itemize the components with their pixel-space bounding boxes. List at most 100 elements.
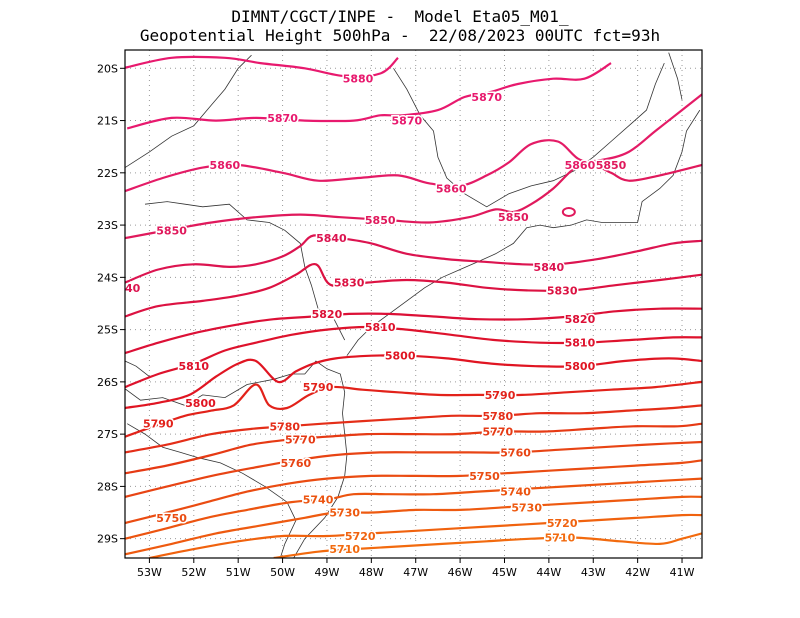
map-title-line-2: Geopotential Height 500hPa - 22/08/2023 …: [139, 26, 661, 45]
lon-tick-label: 45W: [492, 566, 517, 579]
contour-line-5810: [125, 325, 702, 389]
lon-tick-label: 44W: [536, 566, 561, 579]
contour-label: 5740: [303, 493, 334, 506]
contour-label: 5870: [471, 91, 502, 104]
contour-label: 5850: [498, 211, 529, 224]
contour-line-5770: [125, 422, 702, 475]
lon-tick-label: 47W: [403, 566, 428, 579]
contour-label: 5830: [547, 284, 578, 297]
contour-label: 5800: [385, 350, 416, 363]
lat-tick-label: 20S: [97, 62, 118, 75]
contour-label: 5730: [329, 507, 360, 520]
lon-tick-label: 43W: [581, 566, 606, 579]
coastline: [125, 54, 252, 168]
contour-label: 5850: [365, 214, 396, 227]
lon-tick-label: 53W: [137, 566, 162, 579]
contour-label: 5790: [143, 418, 174, 431]
contour-line-5840: [125, 234, 702, 284]
contour-label: 5770: [483, 426, 514, 439]
contour-label: 5810: [565, 337, 596, 350]
lat-tick-label: 29S: [97, 533, 118, 546]
contour-label: 5860: [210, 159, 241, 172]
lat-tick-label: 21S: [97, 115, 118, 128]
coastline: [346, 109, 701, 356]
contour-line-5830: [125, 262, 702, 318]
lat-tick-label: 28S: [97, 480, 118, 493]
lon-tick-label: 49W: [315, 566, 340, 579]
contour-label: 5850: [156, 224, 187, 237]
contour-label: 5840: [316, 232, 347, 245]
contour-line-5860: [125, 93, 702, 193]
contour-label: 5850: [596, 159, 627, 172]
lat-tick-label: 22S: [97, 167, 118, 180]
lon-tick-label: 48W: [359, 566, 384, 579]
coastline: [125, 360, 348, 558]
contour-label: 5750: [469, 470, 500, 483]
lon-tick-label: 42W: [625, 566, 650, 579]
contour-label: 5790: [303, 381, 334, 394]
lon-tick-label: 41W: [670, 566, 695, 579]
contour-label: 5730: [511, 501, 542, 514]
lat-tick-label: 25S: [97, 324, 118, 337]
contour-label: 5830: [334, 277, 365, 290]
contour-line-5800: [125, 354, 702, 410]
contour-label: 5710: [545, 532, 576, 545]
contour-label: 5800: [565, 360, 596, 373]
contour-label: 5840: [534, 261, 565, 274]
contour-label: 5790: [485, 389, 516, 402]
map-frame: [124, 49, 703, 559]
contour-label: 5860: [565, 159, 596, 172]
contour-line-5790: [125, 380, 702, 438]
coastline: [393, 62, 665, 208]
contour-label: 5870: [392, 115, 423, 128]
coastline: [125, 360, 150, 377]
contour-line-5730: [125, 495, 702, 556]
height-contours: [125, 55, 702, 558]
contour-label: 5880: [343, 73, 374, 86]
contour-label: 5720: [547, 517, 578, 530]
lat-lon-grid: [125, 50, 702, 558]
axis-ticks: 53W 52W 51W 50W 49W 48W 47W 46W 45W 44W 43W 42W 41W 2…: [97, 62, 695, 579]
contour-line-5710: [273, 532, 702, 558]
contour-line-5760: [125, 440, 702, 498]
contour-label: 5860: [436, 182, 467, 195]
coastline: [668, 52, 683, 100]
contour-line-5750: [125, 459, 702, 525]
lat-tick-label: 26S: [97, 376, 118, 389]
contour-label: 5770: [285, 433, 316, 446]
contour-label: 5750: [156, 512, 187, 525]
contour-label: 5720: [345, 530, 376, 543]
contour-label: 5760: [281, 457, 312, 470]
contour-line-5820: [125, 307, 702, 355]
lon-tick-label: 51W: [226, 566, 251, 579]
coastline: [144, 201, 346, 341]
contour-label: 5710: [329, 543, 360, 556]
lon-tick-label: 50W: [270, 566, 295, 579]
contour-label: 5800: [185, 397, 216, 410]
contour-line-5850: [125, 163, 702, 240]
lon-tick-label: 52W: [181, 566, 206, 579]
contour-label: 5820: [565, 313, 596, 326]
lon-tick-label: 46W: [448, 566, 473, 579]
lat-tick-label: 27S: [97, 428, 118, 441]
contour-label: 5780: [483, 410, 514, 423]
contour-line-5740: [125, 477, 702, 540]
contour-line-5780: [125, 404, 702, 454]
contour-label: 5810: [365, 321, 396, 334]
contour-label: 5840: [110, 282, 141, 295]
lat-tick-label: 24S: [97, 271, 118, 284]
contour-line-5880: [125, 55, 399, 78]
contour-label: 5810: [178, 360, 209, 373]
coastline-and-borders: [125, 52, 701, 558]
contour-closed-5850: [561, 207, 576, 218]
contour-label: 5740: [500, 486, 531, 499]
contour-label: 5760: [500, 446, 531, 459]
contour-line-5720: [149, 513, 702, 558]
map-title-line-1: DIMNT/CGCT/INPE - Model Eta05_M01_: [231, 7, 569, 26]
contour-label: 5870: [267, 112, 298, 125]
contour-line-5870: [126, 62, 612, 130]
contour-label: 5780: [269, 420, 300, 433]
contour-label: 5820: [312, 308, 343, 321]
